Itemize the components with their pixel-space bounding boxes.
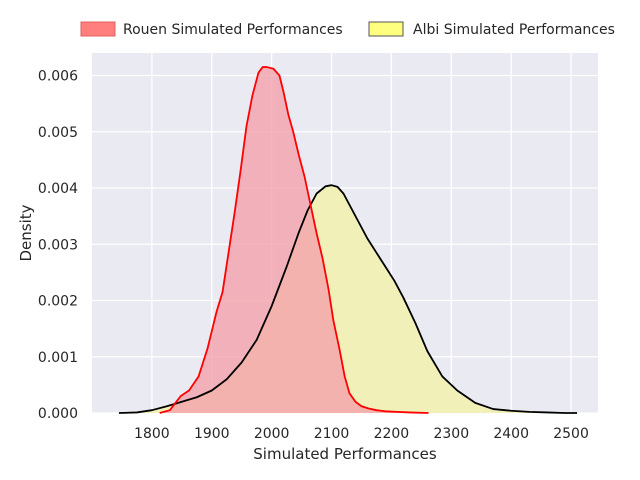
density-line-rouen (159, 66, 429, 414)
y-tick-label: 0.005 (38, 125, 78, 141)
y-tick-label: 0.004 (38, 181, 78, 197)
y-tick-label: 0.003 (38, 237, 78, 253)
density-fill-albi (118, 185, 578, 413)
y-tick-label: 0.000 (38, 406, 78, 422)
x-tick-label: 1900 (194, 426, 230, 442)
y-tick-label: 0.001 (38, 350, 78, 366)
density-line-albi (118, 184, 578, 414)
legend-swatch-albi (368, 21, 404, 37)
x-tick-label: 2300 (433, 426, 469, 442)
density-fill-rouen (159, 67, 429, 413)
x-tick-label: 2000 (254, 426, 290, 442)
x-tick-labels: 1800 1900 2000 2100 2200 2300 2400 2500 (134, 426, 589, 442)
y-axis-label: Density (17, 204, 35, 261)
x-tick-label: 2400 (493, 426, 529, 442)
legend-label-albi: Albi Simulated Performances (413, 22, 615, 38)
y-tick-labels: 0.000 0.001 0.002 0.003 0.004 0.005 0.006 (38, 69, 78, 423)
x-axis-label: Simulated Performances (253, 445, 437, 463)
density-areas (118, 66, 578, 414)
y-tick-label: 0.002 (38, 294, 78, 310)
legend-swatch-rouen (80, 21, 116, 37)
legend: Rouen Simulated Performances Albi Simula… (80, 21, 615, 38)
x-tick-label: 1800 (134, 426, 170, 442)
y-tick-label: 0.006 (38, 69, 78, 85)
x-tick-label: 2100 (314, 426, 350, 442)
x-tick-label: 2200 (374, 426, 410, 442)
x-tick-label: 2500 (553, 426, 589, 442)
legend-label-rouen: Rouen Simulated Performances (123, 22, 343, 38)
